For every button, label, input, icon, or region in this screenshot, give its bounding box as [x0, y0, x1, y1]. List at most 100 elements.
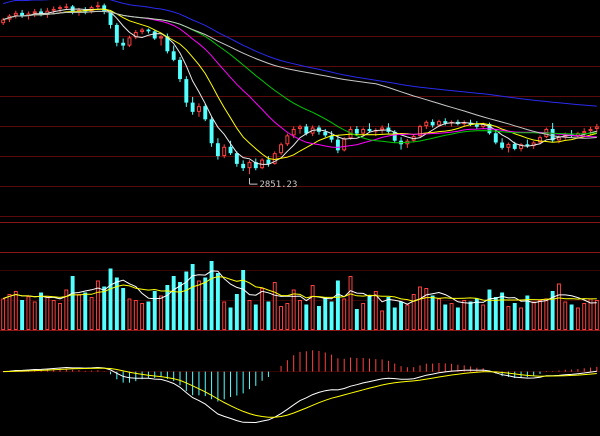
candle-body	[418, 126, 422, 137]
candle-body	[108, 11, 113, 25]
candle	[519, 143, 524, 152]
candle	[462, 120, 467, 127]
candle	[133, 29, 138, 40]
volume-bar	[342, 298, 347, 330]
candle-body	[474, 124, 479, 127]
volume-bar	[493, 297, 498, 330]
candle-body	[32, 11, 37, 14]
candle	[594, 123, 599, 133]
candle	[272, 151, 277, 165]
candle-body	[178, 59, 182, 80]
candle	[449, 120, 454, 127]
candle-body	[436, 121, 441, 126]
candle-body	[234, 153, 239, 164]
candle-body	[588, 128, 593, 132]
candle-body	[493, 133, 498, 143]
volume-bar	[58, 303, 62, 330]
candle-body	[392, 131, 397, 141]
candle-body	[215, 143, 220, 157]
candle-body	[380, 127, 385, 131]
candle	[329, 131, 334, 143]
candle-body	[209, 119, 214, 144]
volume-bar	[531, 301, 536, 330]
candle	[335, 135, 340, 154]
candle-body	[190, 102, 195, 112]
candle-body	[203, 106, 208, 120]
candle	[380, 125, 385, 134]
candle	[1, 17, 6, 25]
volume-bar	[335, 280, 340, 330]
candle	[95, 1, 100, 10]
candle-body	[323, 131, 328, 136]
candle-body	[512, 143, 517, 149]
volume-bar	[32, 301, 37, 330]
candle	[285, 133, 290, 147]
candle-body	[196, 106, 201, 112]
volume-bar	[121, 288, 126, 330]
candle	[184, 76, 189, 107]
candle-body	[525, 144, 530, 147]
volume-bar	[430, 295, 435, 330]
candle-body	[165, 36, 170, 52]
candle	[247, 160, 252, 175]
volume-bar	[512, 303, 517, 330]
volume-bar	[323, 297, 328, 330]
candle-body	[291, 128, 296, 136]
volume-bar	[329, 301, 334, 330]
volume-bar	[348, 276, 353, 330]
macd-dif-line	[3, 366, 597, 424]
volume-layer	[1, 261, 599, 330]
volume-ma10-line	[3, 276, 597, 302]
volume-bar	[316, 306, 321, 330]
volume-bar	[190, 264, 195, 330]
volume-ma5-line	[3, 270, 597, 305]
candle-body	[140, 29, 145, 33]
volume-bar	[544, 298, 549, 330]
candle	[146, 28, 151, 34]
volume-bar	[310, 285, 315, 330]
volume-bar	[582, 303, 587, 330]
volume-bar	[588, 298, 593, 330]
candle	[405, 138, 410, 148]
volume-bar	[20, 300, 25, 330]
candle	[171, 45, 176, 62]
volume-bar	[436, 298, 441, 330]
macd-dea-line	[3, 367, 597, 418]
candle-body	[361, 128, 366, 134]
volume-bar	[114, 277, 119, 330]
candle	[121, 38, 126, 50]
volume-bar	[424, 288, 429, 330]
volume-bar	[354, 309, 359, 330]
volume-bar	[209, 261, 214, 330]
candle-body	[594, 126, 599, 129]
volume-bar	[89, 297, 94, 330]
candle	[241, 160, 246, 171]
volume-bar	[159, 295, 164, 330]
low-annotation-label: 2851.23	[259, 180, 297, 190]
volume-bar	[291, 289, 296, 330]
volume-bar	[443, 304, 448, 330]
volume-bar	[468, 301, 473, 330]
volume-bar	[525, 295, 530, 330]
candle-body	[228, 146, 233, 154]
volume-bar	[26, 296, 31, 330]
volume-bar	[247, 300, 252, 330]
volume-bar	[108, 268, 113, 330]
candle	[367, 123, 372, 133]
volume-bar	[455, 307, 460, 330]
volume-bar	[203, 277, 208, 330]
candle	[506, 142, 511, 153]
candle-body	[171, 51, 176, 60]
candle-body	[582, 131, 587, 134]
volume-bar	[253, 304, 258, 330]
volume-bar	[519, 307, 524, 330]
candle	[266, 156, 271, 167]
candle-body	[519, 144, 524, 149]
volume-bar	[127, 298, 132, 330]
ma-lines-layer	[3, 0, 597, 165]
candle-body	[159, 36, 164, 39]
candle-body	[329, 135, 334, 140]
candle-body	[550, 128, 555, 141]
candle-body	[500, 142, 505, 148]
